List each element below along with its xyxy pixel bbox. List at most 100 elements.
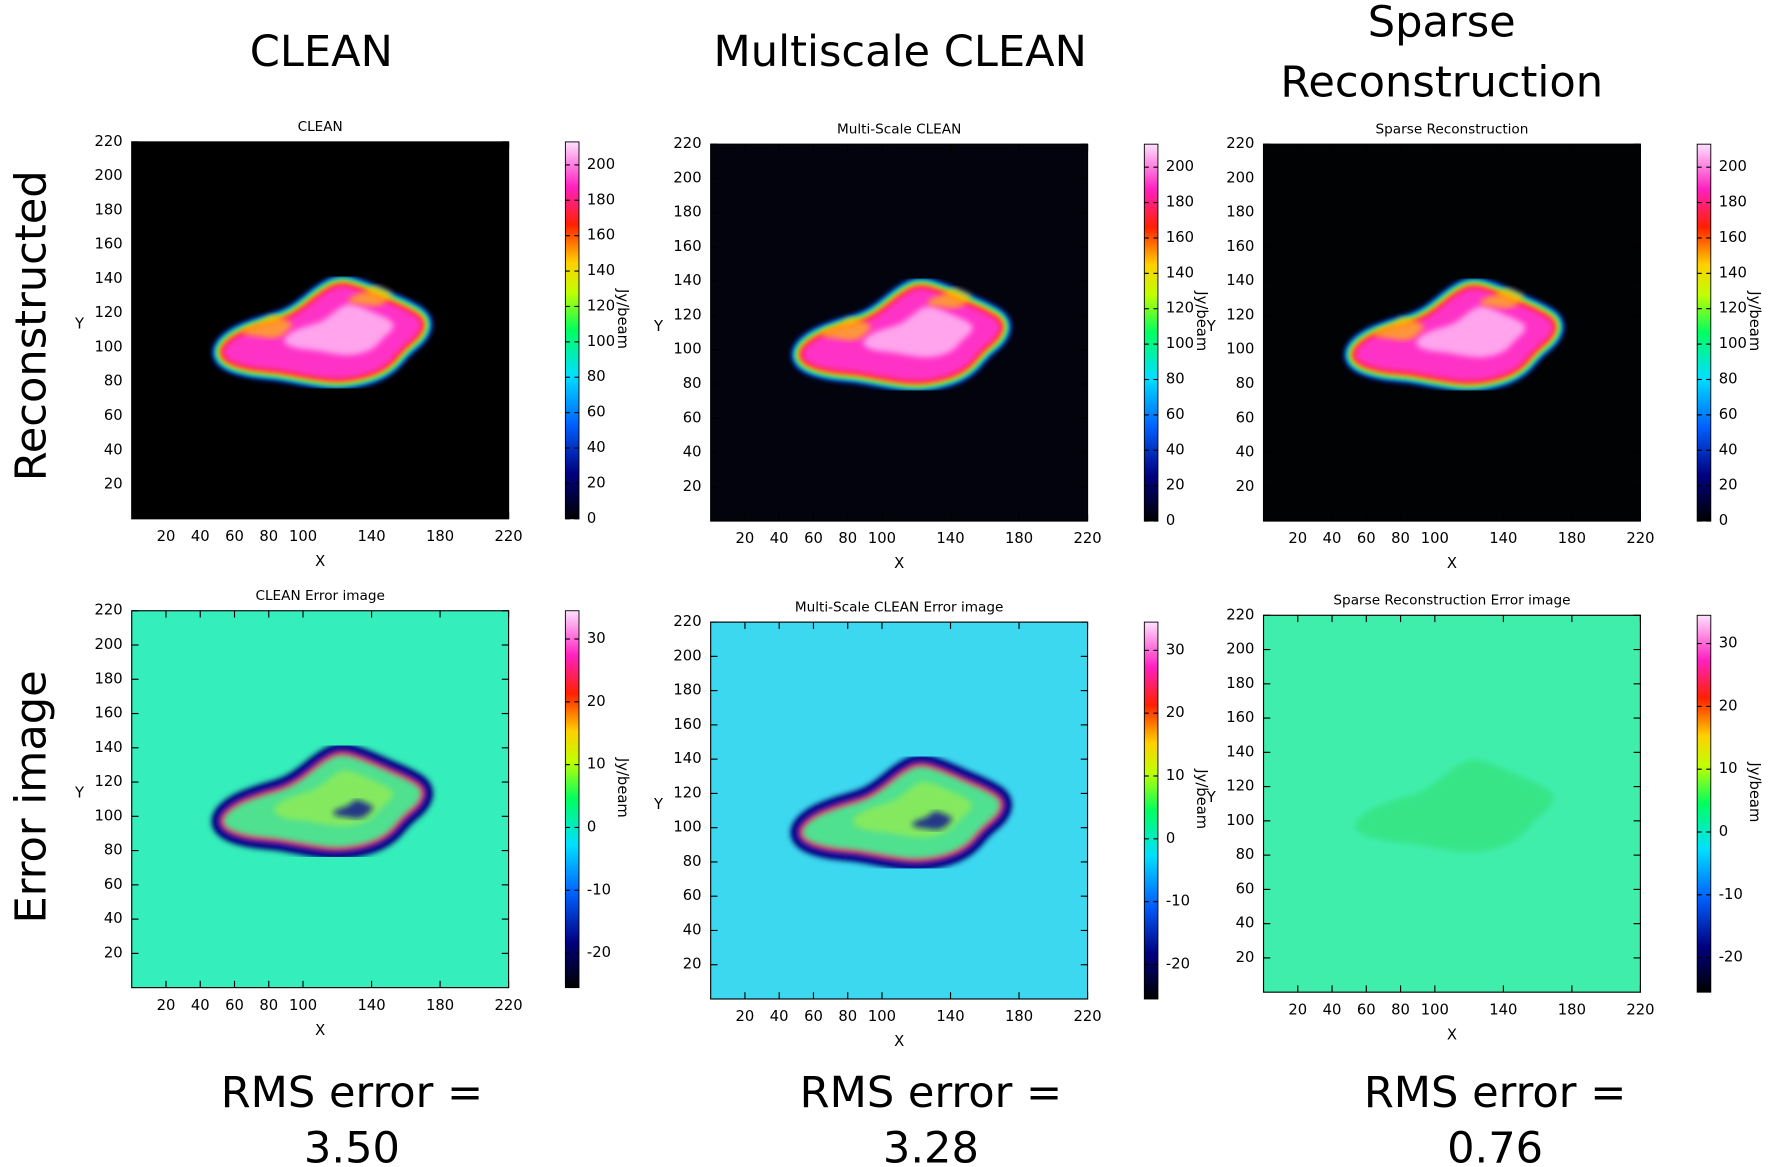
y-tick-label: 120 xyxy=(94,304,122,321)
y-tick-label: 220 xyxy=(1226,135,1254,152)
colorbar-tick-label: 140 xyxy=(1166,264,1194,281)
plot-title: Multi-Scale CLEAN Error image xyxy=(795,599,1004,615)
y-tick-label: 20 xyxy=(104,944,123,961)
y-tick-label: 60 xyxy=(683,887,702,904)
y-tick-label: 100 xyxy=(94,338,122,355)
colorbar-tick-label: 140 xyxy=(1719,264,1747,281)
column-heading: Reconstruction xyxy=(1280,58,1603,108)
rms-value: 0.76 xyxy=(1447,1124,1543,1167)
y-tick-label: 180 xyxy=(1226,675,1254,692)
x-tick-label: 60 xyxy=(1357,1001,1376,1018)
source-core xyxy=(284,304,394,356)
x-tick-label: 20 xyxy=(157,528,176,545)
y-tick-label: 80 xyxy=(104,842,123,859)
x-tick-label: 220 xyxy=(495,528,523,545)
colorbar-label: Jy/beam xyxy=(614,288,631,349)
colorbar-tick-label: 60 xyxy=(1719,406,1738,423)
y-tick-label: 180 xyxy=(94,201,122,218)
y-tick-label: 180 xyxy=(673,204,701,221)
y-tick-label: 20 xyxy=(683,956,702,973)
x-axis-label: X xyxy=(1447,555,1457,572)
y-tick-label: 200 xyxy=(94,167,122,184)
image-content xyxy=(1344,278,1564,392)
image-content xyxy=(790,754,1012,871)
y-tick-label: 160 xyxy=(94,236,122,253)
y-tick-label: 100 xyxy=(1226,341,1254,358)
x-tick-label: 220 xyxy=(1626,530,1654,547)
x-tick-label: 140 xyxy=(936,530,964,547)
x-axis-label: X xyxy=(894,555,904,572)
colorbar-tick-label: 160 xyxy=(1166,229,1194,246)
y-tick-label: 120 xyxy=(673,784,701,801)
colorbar-tick-label: 160 xyxy=(1719,229,1747,246)
colorbar-tick-label: -10 xyxy=(1719,886,1743,903)
colorbar-tick-label: 40 xyxy=(1166,441,1185,458)
colorbar-label: Jy/beam xyxy=(1746,761,1763,822)
colorbar-tick-label: 100 xyxy=(1166,335,1194,352)
y-axis-label: Y xyxy=(653,796,664,813)
y-tick-label: 60 xyxy=(104,876,123,893)
y-tick-label: 80 xyxy=(104,373,123,390)
y-tick-label: 200 xyxy=(673,647,701,664)
colorbar-tick-label: -10 xyxy=(587,881,611,898)
source-core xyxy=(348,285,392,306)
colorbar-tick-label: 200 xyxy=(1719,158,1747,175)
y-tick-label: 140 xyxy=(94,270,122,287)
y-tick-label: 120 xyxy=(94,773,122,790)
rms-value: 3.50 xyxy=(304,1124,400,1167)
colorbar-tick-label: 140 xyxy=(587,262,615,279)
y-tick-label: 200 xyxy=(1226,169,1254,186)
colorbar xyxy=(564,141,580,520)
colorbar-label: Jy/beam xyxy=(1746,290,1763,351)
x-tick-label: 20 xyxy=(1288,1001,1307,1018)
x-tick-label: 40 xyxy=(770,530,789,547)
y-tick-label: 140 xyxy=(94,739,122,756)
colorbar-tick-label: 180 xyxy=(587,191,615,208)
colorbar-tick-label: 60 xyxy=(587,404,606,421)
y-tick-label: 220 xyxy=(94,602,122,619)
colorbar xyxy=(1143,621,1159,1000)
y-tick-label: 140 xyxy=(1226,743,1254,760)
x-tick-label: 100 xyxy=(289,528,317,545)
colorbar-tick-label: 0 xyxy=(587,818,596,835)
y-tick-label: 80 xyxy=(1236,846,1255,863)
colorbar-tick-label: 80 xyxy=(1719,371,1738,388)
column-heading: Sparse xyxy=(1368,0,1516,47)
x-tick-label: 140 xyxy=(357,528,385,545)
colorbar-tick-label: 10 xyxy=(1719,760,1738,777)
y-tick-label: 40 xyxy=(1236,444,1255,461)
y-tick-label: 200 xyxy=(1226,641,1254,658)
source-core xyxy=(1374,317,1424,341)
colorbar-tick-label: 0 xyxy=(1719,823,1728,840)
y-axis-label: Y xyxy=(1206,789,1217,806)
y-tick-label: 160 xyxy=(94,705,122,722)
plot-frame xyxy=(1262,143,1641,522)
x-tick-label: 80 xyxy=(1391,1001,1410,1018)
x-tick-label: 20 xyxy=(736,530,755,547)
y-tick-label: 200 xyxy=(94,636,122,653)
colorbar-tick-label: 30 xyxy=(587,630,606,647)
colorbar-tick-label: -20 xyxy=(1719,949,1743,966)
column-heading: Multiscale CLEAN xyxy=(714,27,1087,77)
colorbar-tick-label: 120 xyxy=(1719,300,1747,317)
y-axis-label: Y xyxy=(653,318,664,335)
x-tick-label: 100 xyxy=(1421,530,1449,547)
x-tick-label: 80 xyxy=(259,528,278,545)
x-tick-label: 220 xyxy=(1073,530,1101,547)
y-tick-label: 20 xyxy=(1236,949,1255,966)
x-tick-label: 180 xyxy=(1558,1001,1586,1018)
y-tick-label: 40 xyxy=(683,921,702,938)
y-tick-label: 40 xyxy=(104,910,123,927)
y-tick-label: 60 xyxy=(1236,409,1255,426)
plot-title: CLEAN xyxy=(298,119,343,135)
plot-title: Sparse Reconstruction Error image xyxy=(1333,593,1570,609)
source-core xyxy=(1416,306,1526,358)
colorbar-tick-label: -10 xyxy=(1166,893,1190,910)
colorbar xyxy=(564,610,580,989)
y-tick-label: 220 xyxy=(94,133,122,150)
colorbar-tick-label: 30 xyxy=(1166,641,1185,658)
colorbar-tick-label: 20 xyxy=(587,693,606,710)
y-tick-label: 40 xyxy=(683,444,702,461)
colorbar-tick-label: 180 xyxy=(1166,194,1194,211)
rms-value: 3.28 xyxy=(883,1124,979,1167)
